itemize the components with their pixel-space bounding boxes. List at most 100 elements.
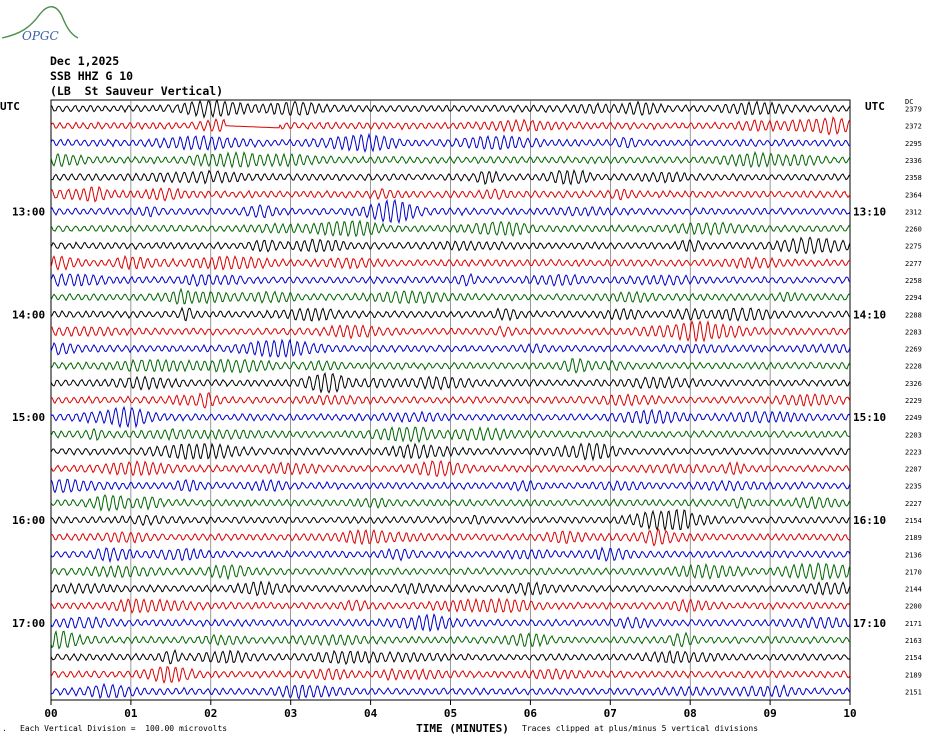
seismic-trace [51, 168, 851, 186]
dc-offset-label: 2235 [905, 483, 922, 491]
dc-offset-label: 2358 [905, 174, 922, 182]
logo-mountain-curve [1, 6, 79, 39]
right-hour-label: 15:10 [853, 411, 886, 424]
dc-label: DC [905, 98, 913, 106]
right-hour-label: 13:10 [853, 205, 886, 218]
dc-offset-label: 2189 [905, 534, 922, 542]
dc-offset-label: 2223 [905, 448, 922, 456]
x-tick-label: 03 [284, 707, 297, 720]
x-tick-label: 09 [763, 707, 776, 720]
dc-offset-label: 2207 [905, 466, 922, 474]
seismic-trace [50, 236, 851, 255]
dc-offset-label: 2258 [905, 277, 922, 285]
seismic-trace [50, 426, 851, 444]
dc-offset-label: 2326 [905, 380, 922, 388]
dc-offset-label: 2379 [905, 106, 922, 114]
dc-offset-label: 2151 [905, 688, 922, 696]
seismic-trace [50, 338, 851, 359]
dc-offset-label: 2227 [905, 500, 922, 508]
seismic-trace [50, 546, 851, 564]
dc-offset-label: 2364 [905, 191, 922, 199]
seismic-trace [50, 562, 851, 581]
seismic-trace [50, 254, 851, 271]
left-hour-label: 14:00 [12, 308, 45, 321]
dc-offset-label: 2288 [905, 311, 922, 319]
dc-offset-label: 2171 [905, 620, 922, 628]
seismic-trace [50, 629, 851, 650]
dc-offset-label: 2312 [905, 208, 922, 216]
x-tick-label: 07 [604, 707, 617, 720]
x-tick-label: 08 [684, 707, 697, 720]
seismic-trace [50, 272, 851, 288]
seismic-trace [50, 478, 851, 494]
seismic-trace [50, 442, 851, 462]
header-description: (LB St Sauveur Vertical) [50, 84, 224, 98]
seismic-trace [50, 198, 851, 225]
seismic-trace [50, 459, 851, 478]
seismic-trace [50, 649, 851, 666]
seismic-trace [50, 150, 851, 169]
seismic-trace [50, 319, 851, 343]
right-utc-label: UTC [865, 100, 885, 113]
logo-text: OPGC [22, 29, 59, 43]
left-hour-label: 15:00 [12, 411, 45, 424]
left-hour-label: 13:00 [12, 205, 45, 218]
dc-offset-label: 2275 [905, 243, 922, 251]
footer-clip: Traces clipped at plus/minus 5 vertical … [522, 724, 759, 733]
left-hour-label: 16:00 [12, 514, 45, 527]
x-tick-label: 10 [843, 707, 856, 720]
left-hour-label: 17:00 [12, 617, 45, 630]
footer-mark: . [2, 724, 7, 733]
seismic-trace [50, 682, 851, 700]
seismic-trace [50, 613, 851, 633]
seismic-trace [50, 527, 851, 547]
x-tick-label: 02 [204, 707, 217, 720]
seismic-trace [50, 357, 851, 374]
dc-offset-label: 2260 [905, 226, 922, 234]
footer-scale: Each Vertical Division = 100.00 microvol… [20, 724, 228, 733]
seismic-trace [50, 597, 851, 614]
seismic-trace [50, 372, 851, 394]
right-hour-label: 17:10 [853, 617, 886, 630]
dc-offset-label: 2136 [905, 551, 922, 559]
dc-offset-label: 2336 [905, 157, 922, 165]
x-tick-label: 01 [124, 707, 138, 720]
seismic-trace [50, 666, 851, 684]
header-station: SSB HHZ G 10 [50, 69, 134, 83]
x-axis-label: TIME (MINUTES) [416, 722, 509, 735]
seismic-trace [50, 98, 851, 119]
x-tick-label: 05 [444, 707, 457, 720]
seismic-trace [50, 116, 851, 136]
x-tick-label: 00 [44, 707, 57, 720]
dc-offset-label: 2229 [905, 397, 922, 405]
dc-offset-label: 2283 [905, 328, 922, 336]
dc-offset-label: 2154 [905, 517, 922, 525]
seismic-trace [50, 494, 851, 512]
right-hour-label: 16:10 [853, 514, 886, 527]
seismic-trace [50, 132, 851, 153]
seismic-trace [50, 508, 851, 532]
dc-offset-label: 2269 [905, 346, 922, 354]
dc-offset-label: 2203 [905, 431, 922, 439]
seismic-trace [50, 287, 851, 305]
seismic-trace [50, 392, 851, 409]
dc-offset-label: 2189 [905, 671, 922, 679]
dc-offset-label: 2277 [905, 260, 922, 268]
dc-offset-label: 2170 [905, 568, 922, 576]
dc-offset-label: 2372 [905, 123, 922, 131]
dc-offset-label: 2228 [905, 363, 922, 371]
dc-offset-label: 2294 [905, 294, 922, 302]
dc-offset-label: 2249 [905, 414, 922, 422]
x-tick-label: 04 [364, 707, 378, 720]
right-hour-label: 14:10 [853, 308, 886, 321]
x-tick-label: 06 [524, 707, 538, 720]
dc-offset-label: 2154 [905, 654, 922, 662]
dc-offset-label: 2144 [905, 586, 922, 594]
seismic-trace [50, 580, 851, 597]
dc-offset-label: 2295 [905, 140, 922, 148]
seismic-trace [50, 186, 851, 203]
header-date: Dec 1,2025 [50, 54, 120, 68]
seismic-trace [50, 405, 851, 429]
dc-offset-label: 2163 [905, 637, 922, 645]
